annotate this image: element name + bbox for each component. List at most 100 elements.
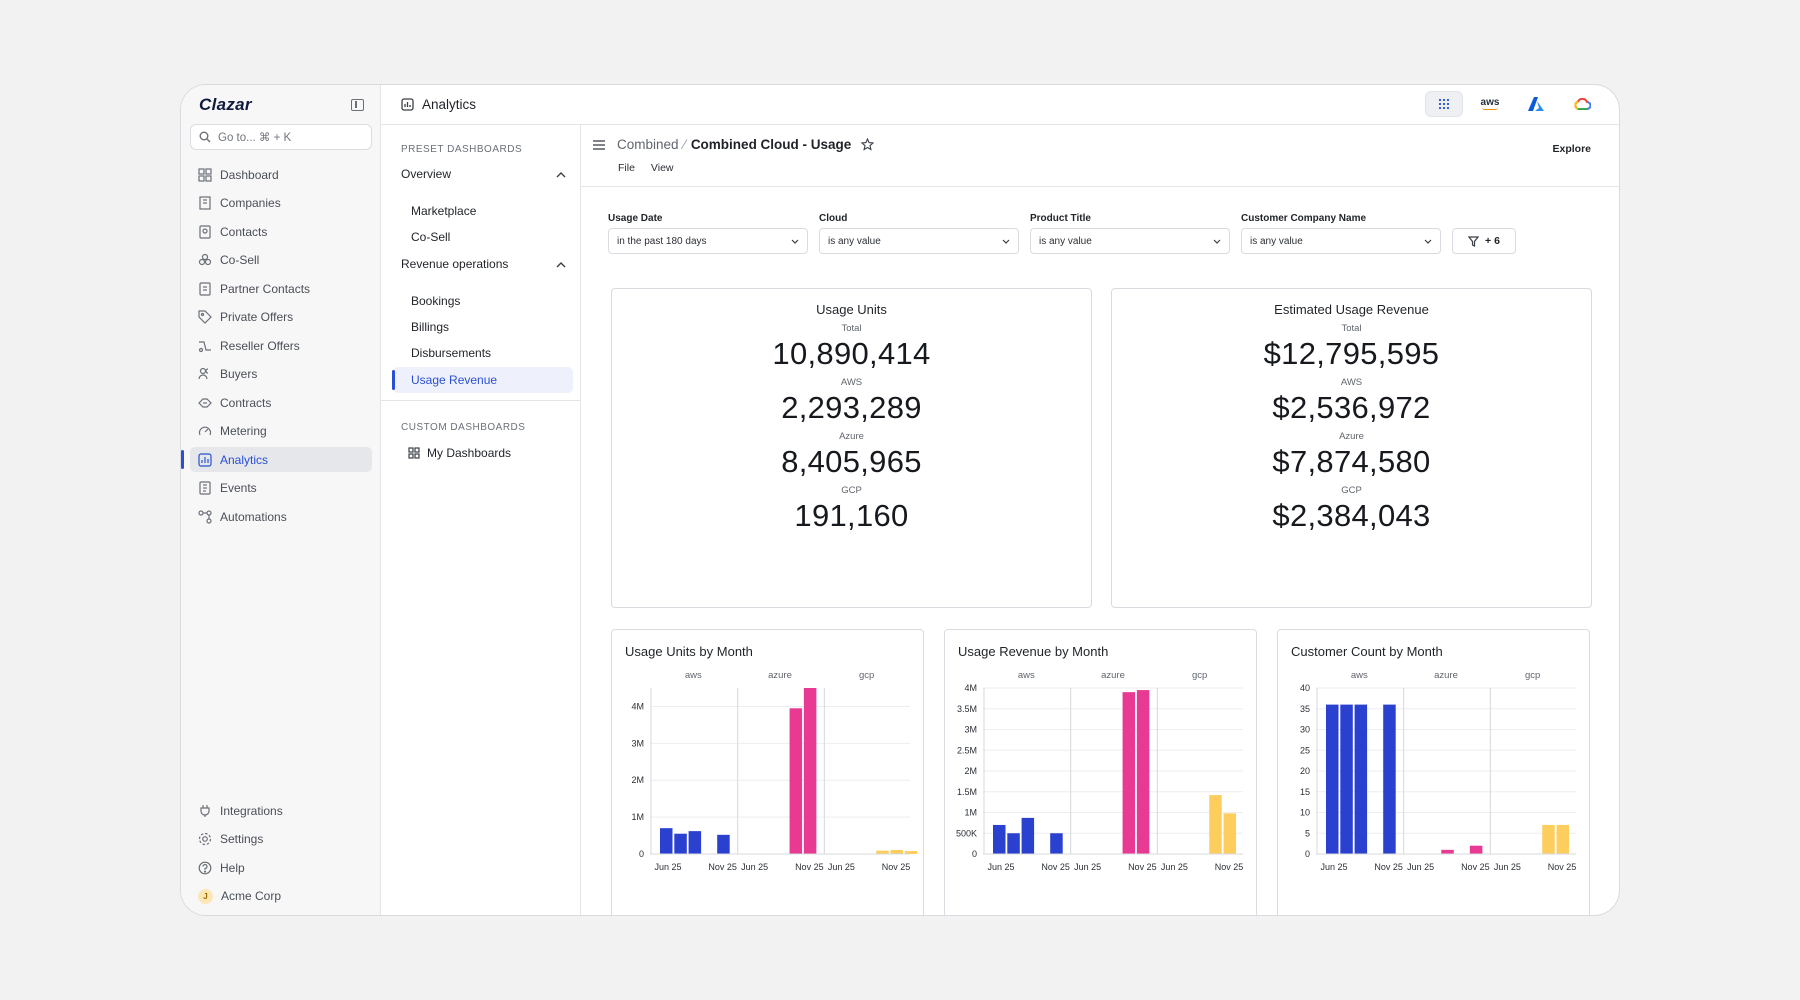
dash-item-bookings[interactable]: Bookings — [411, 294, 461, 308]
bar[interactable] — [1007, 833, 1020, 854]
bar[interactable] — [803, 688, 817, 854]
sidebar-item-analytics[interactable]: Analytics — [181, 447, 372, 472]
dashboard-icon — [198, 167, 212, 182]
sidebar-item-companies[interactable]: Companies — [190, 191, 372, 216]
legend-item[interactable]: aws — [625, 914, 655, 915]
facet-label: gcp — [1525, 670, 1540, 681]
bar[interactable] — [1050, 833, 1063, 854]
sidebar-item-private-offers[interactable]: Private Offers — [190, 305, 372, 330]
sidebar-item-contracts[interactable]: Contracts — [190, 390, 372, 415]
dash-item-co-sell[interactable]: Co-Sell — [411, 230, 451, 244]
bar[interactable] — [688, 831, 702, 854]
filter-select[interactable]: in the past 180 days — [608, 228, 808, 254]
hamburger-menu-icon[interactable] — [593, 139, 605, 150]
legend-item[interactable]: aws — [1291, 914, 1321, 915]
aws-button[interactable]: aws — [1471, 91, 1509, 117]
y-tick-label: 3M — [964, 725, 977, 735]
sidebar-item-settings[interactable]: Settings — [190, 827, 372, 852]
facet-label: aws — [1018, 670, 1035, 681]
bar[interactable] — [717, 834, 730, 854]
bar[interactable] — [876, 850, 889, 854]
file-menu[interactable]: File — [618, 162, 635, 174]
gcp-button[interactable] — [1563, 91, 1601, 117]
bar[interactable] — [660, 828, 673, 854]
legend-item[interactable]: aws — [958, 914, 988, 915]
legend-item[interactable]: gcp — [665, 914, 693, 915]
dash-item-usage-revenue[interactable]: Usage Revenue — [392, 367, 573, 393]
sidebar-item-events[interactable]: Events — [190, 476, 372, 501]
bar[interactable] — [993, 824, 1006, 854]
sidebar-item-label: Analytics — [220, 452, 269, 467]
my-dashboards-item[interactable]: My Dashboards — [408, 446, 511, 460]
azure-button[interactable] — [1517, 91, 1555, 117]
bar[interactable] — [1441, 849, 1454, 854]
bar[interactable] — [1326, 704, 1339, 854]
sidebar-item-buyers[interactable]: Buyers — [190, 362, 372, 387]
legend-label: gcp — [1011, 914, 1026, 915]
y-tick-label: 25 — [1300, 745, 1310, 755]
explore-button[interactable]: Explore — [1552, 143, 1591, 155]
y-tick-label: 1M — [631, 812, 644, 822]
sidebar-collapse-icon[interactable] — [351, 99, 364, 111]
filter-select[interactable]: is any value — [1241, 228, 1441, 254]
sidebar-item-label: Contracts — [220, 395, 272, 410]
legend-item[interactable]: azure — [1036, 914, 1073, 915]
sidebar-item-contacts[interactable]: Contacts — [190, 219, 372, 244]
bar[interactable] — [789, 708, 803, 854]
bar[interactable] — [1383, 704, 1396, 854]
dashboard-list-panel: PRESET DASHBOARDS Overview Marketplace C… — [381, 125, 581, 915]
chart-title: Customer Count by Month — [1291, 644, 1443, 659]
search-input[interactable]: Go to... ⌘ + K — [190, 124, 372, 150]
facet-label: aws — [1351, 670, 1368, 681]
bar[interactable] — [890, 849, 904, 854]
sidebar-item-dashboard[interactable]: Dashboard — [190, 162, 372, 187]
more-filters-button[interactable]: + 6 — [1452, 228, 1516, 254]
filter-usage-date: Usage Date in the past 180 days — [608, 213, 808, 254]
bar[interactable] — [674, 833, 687, 854]
breadcrumb-parent[interactable]: Combined — [617, 137, 679, 152]
x-tick-label: Nov 25 — [1374, 862, 1403, 872]
filter-select[interactable]: is any value — [819, 228, 1019, 254]
revenue-operations-group[interactable]: Revenue operations — [401, 257, 566, 271]
star-icon[interactable] — [861, 138, 875, 151]
bar[interactable] — [1223, 813, 1237, 854]
sidebar-item-acme-corp[interactable]: J Acme Corp — [190, 884, 372, 909]
bar[interactable] — [1542, 824, 1555, 854]
app-window: Clazar Go to... ⌘ + K Dashboard Companies… — [180, 84, 1620, 916]
sidebar-item-partner-contacts[interactable]: Partner Contacts — [190, 276, 372, 301]
legend-item[interactable]: azure — [703, 914, 740, 915]
chevron-up-icon — [556, 261, 566, 267]
legend-item[interactable]: azure — [1369, 914, 1406, 915]
facet-label: azure — [1101, 670, 1125, 681]
sidebar-item-label: Automations — [220, 509, 287, 524]
dash-item-billings[interactable]: Billings — [411, 320, 450, 334]
view-menu[interactable]: View — [650, 162, 674, 174]
dash-item-marketplace[interactable]: Marketplace — [411, 204, 477, 218]
tag-icon — [198, 310, 212, 324]
dash-item-disbursements[interactable]: Disbursements — [411, 346, 492, 360]
kpi-title: Usage Units — [816, 302, 887, 317]
apps-grid-button[interactable] — [1425, 91, 1463, 117]
sidebar-item-automations[interactable]: Automations — [190, 504, 372, 529]
bar[interactable] — [1209, 795, 1222, 854]
sidebar-item-metering[interactable]: Metering — [190, 419, 372, 444]
bar[interactable] — [1469, 845, 1483, 854]
sidebar-item-co-sell[interactable]: Co-Sell — [190, 248, 372, 273]
bar[interactable] — [1122, 692, 1136, 854]
sidebar-item-help[interactable]: Help — [190, 855, 372, 880]
sidebar-item-integrations[interactable]: Integrations — [190, 798, 372, 823]
bar[interactable] — [1021, 817, 1035, 854]
legend-item[interactable]: gcp — [1331, 914, 1359, 915]
logo[interactable]: Clazar — [199, 95, 252, 114]
filter-select[interactable]: is any value — [1030, 228, 1230, 254]
overview-group[interactable]: Overview — [401, 167, 566, 181]
bar[interactable] — [1136, 690, 1150, 854]
legend-item[interactable]: gcp — [998, 914, 1026, 915]
bar[interactable] — [1340, 704, 1353, 854]
bar[interactable] — [1354, 704, 1368, 854]
analytics-icon — [198, 452, 212, 467]
sidebar-item-reseller-offers[interactable]: Reseller Offers — [190, 333, 372, 358]
bar[interactable] — [904, 851, 918, 854]
breadcrumb-separator: ⁄ — [683, 137, 686, 152]
bar[interactable] — [1556, 824, 1570, 854]
